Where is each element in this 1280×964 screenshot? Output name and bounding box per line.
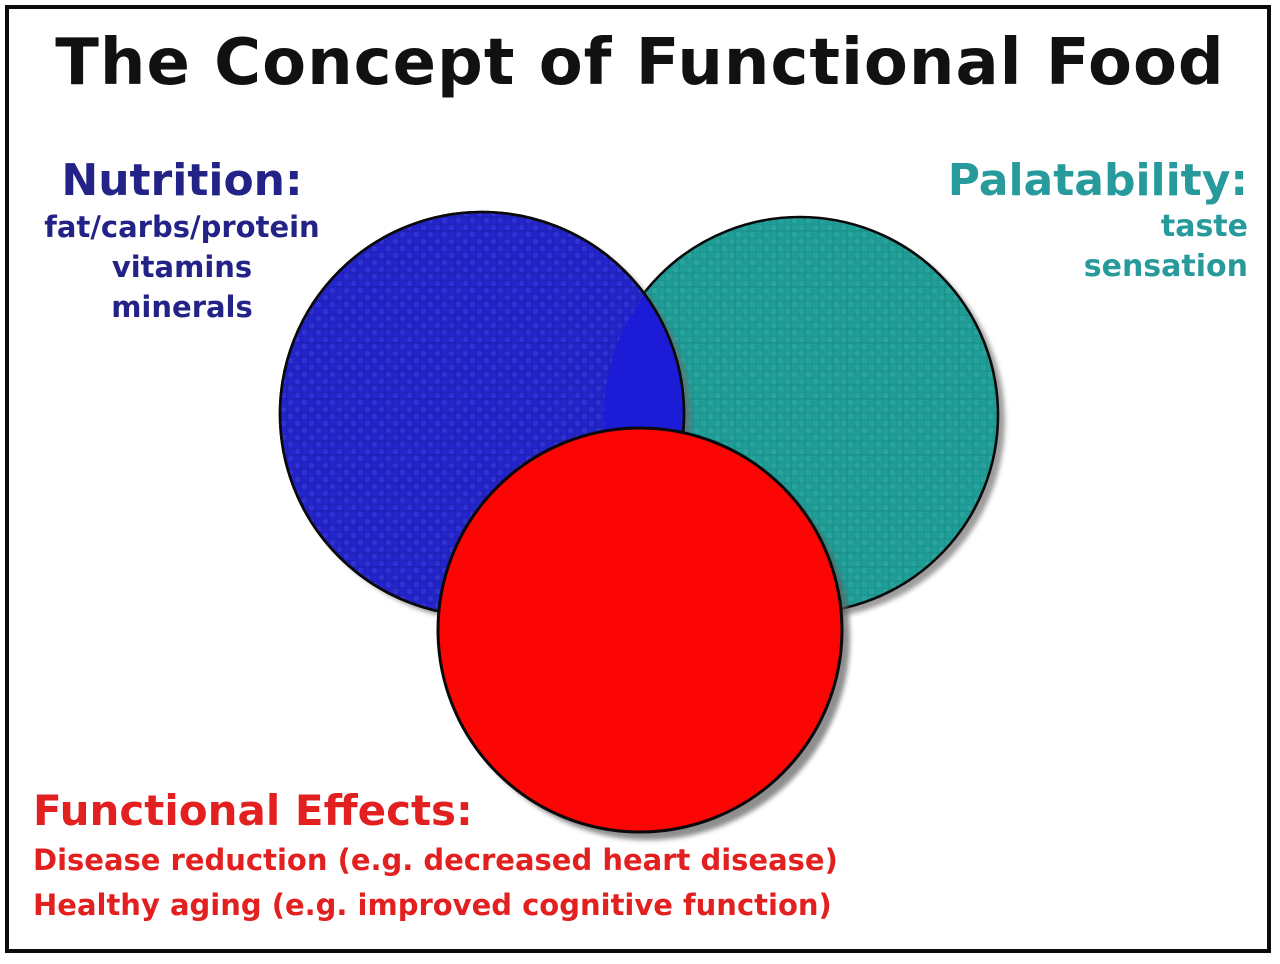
- functional-circle: [436, 426, 844, 834]
- nutrition-heading: Nutrition:: [61, 155, 303, 206]
- nutrition-line: vitamins: [111, 250, 253, 284]
- page-title: The Concept of Functional Food: [55, 26, 1225, 100]
- nutrition-line: minerals: [111, 290, 253, 324]
- functional-effects-heading: Functional Effects:: [33, 786, 473, 835]
- palatability-label: Palatability: taste sensation: [948, 155, 1248, 287]
- palatability-heading: Palatability:: [947, 155, 1248, 206]
- functional-effects-line: Disease reduction (e.g. decreased heart …: [33, 843, 838, 877]
- nutrition-label: Nutrition: fat/carbs/protein vitamins mi…: [22, 155, 342, 327]
- nutrition-line: fat/carbs/protein: [44, 210, 320, 244]
- palatability-line: sensation: [1083, 249, 1248, 284]
- palatability-line: taste: [1160, 209, 1248, 244]
- functional-effects-line: Healthy aging (e.g. improved cognitive f…: [33, 888, 832, 922]
- functional-effects-label: Functional Effects: Disease reduction (e…: [33, 784, 838, 928]
